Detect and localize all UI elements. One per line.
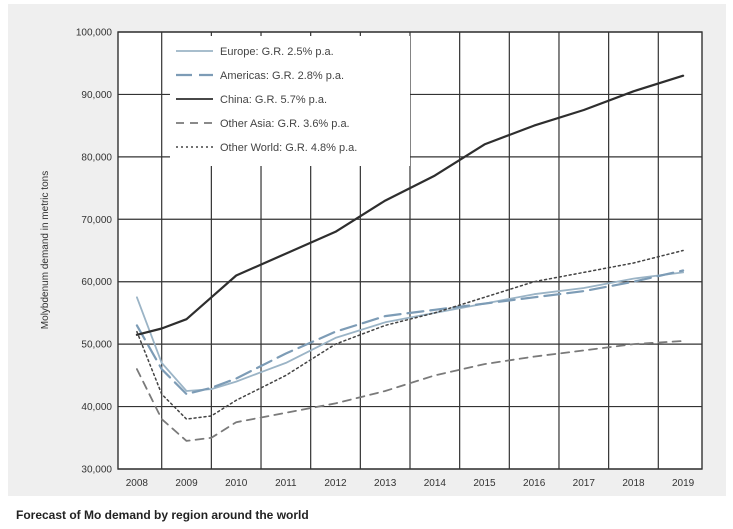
chart-caption: Forecast of Mo demand by region around t… [16, 508, 309, 522]
series-line-4 [136, 249, 684, 420]
legend-label-4: Other World: G.R. 4.8% p.a. [220, 142, 357, 154]
series-line-0 [136, 271, 684, 392]
y-tick-label: 90,000 [81, 90, 112, 101]
y-tick-label: 80,000 [81, 152, 112, 163]
x-tick-label: 2016 [523, 478, 546, 489]
x-tick-label: 2014 [424, 478, 447, 489]
x-tick-label: 2011 [275, 478, 297, 489]
x-tick-label: 2009 [175, 478, 198, 489]
y-tick-label: 30,000 [81, 465, 112, 476]
y-tick-label: 70,000 [81, 215, 112, 226]
x-tick-label: 2008 [126, 478, 149, 489]
x-axis-ticks: 2008 2009 2010 2011 2012 2013 2014 2015 2016 2017… [126, 478, 695, 489]
plot-frame [117, 31, 703, 470]
chart-panel: 30,000 40,000 50,000 60,000 70,000 80,000 90,0… [8, 4, 726, 496]
x-tick-label: 2012 [324, 478, 347, 489]
line-chart: 30,000 40,000 50,000 60,000 70,000 80,000 90,0… [40, 28, 703, 489]
series-line-3 [136, 340, 684, 442]
legend-label-3: Other Asia: G.R. 3.6% p.a. [220, 118, 350, 130]
x-tick-label: 2019 [672, 478, 695, 489]
legend-label-1: Americas: G.R. 2.8% p.a. [220, 70, 344, 82]
x-tick-label: 2017 [573, 478, 596, 489]
y-axis-label: Molybdenum demand in metric tons [40, 171, 51, 329]
y-axis-ticks: 30,000 40,000 50,000 60,000 70,000 80,000 90,0… [76, 28, 113, 476]
legend-label-0: Europe: G.R. 2.5% p.a. [220, 46, 334, 58]
legend-background [170, 36, 410, 166]
x-tick-label: 2010 [225, 478, 248, 489]
series-line-2 [135, 74, 685, 336]
x-tick-label: 2018 [622, 478, 645, 489]
y-tick-label: 60,000 [81, 277, 112, 288]
legend-label-2: China: G.R. 5.7% p.a. [220, 94, 327, 106]
x-tick-label: 2015 [473, 478, 496, 489]
y-tick-label: 40,000 [81, 402, 112, 413]
series-lines [135, 74, 685, 442]
y-tick-label: 100,000 [76, 28, 113, 39]
legend: Europe: G.R. 2.5% p.a. Americas: G.R. 2.8… [170, 36, 410, 166]
series-line-1 [135, 269, 685, 396]
y-tick-label: 50,000 [81, 340, 112, 351]
x-tick-label: 2013 [374, 478, 397, 489]
